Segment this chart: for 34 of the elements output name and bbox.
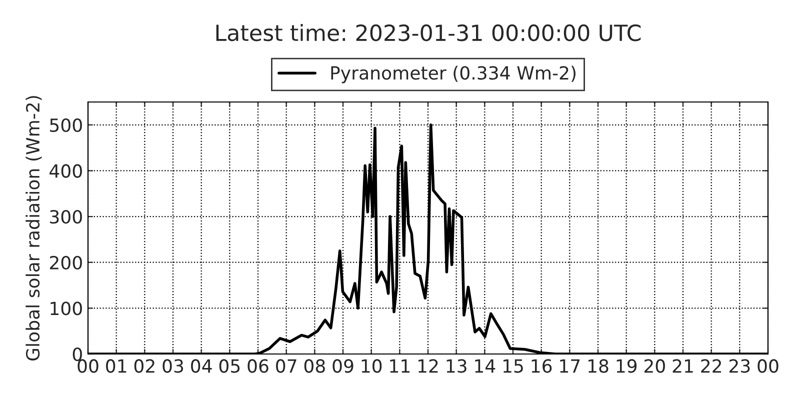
x-tick-label: 23 [730,359,750,373]
x-tick-label: 03 [162,359,184,373]
x-tick-label: 12 [418,359,438,373]
x-tick-label: 06 [248,359,268,373]
x-tick-label: 00 [78,359,98,373]
x-tick-label: 16 [532,359,552,373]
x-tick-label: 22 [701,359,722,373]
x-tick-label: 02 [134,359,154,373]
x-tick-label: 07 [276,359,296,373]
chart-title: Latest time: 2023-01-31 00:00:00 UTC [216,24,641,42]
y-tick-label: 200 [50,256,82,270]
x-tick-label: 04 [191,359,212,373]
x-tick-label: 20 [644,359,665,373]
y-tick-label: 400 [50,164,82,178]
x-tick-label: 14 [475,359,496,373]
x-tick-label: 17 [560,359,580,373]
x-tick-label: 13 [446,359,466,373]
y-tick-label: 0 [72,347,82,362]
x-tick-label: 15 [503,359,523,373]
legend-label: Pyranometer (0.334 Wm-2) [331,66,576,84]
x-tick-label: 11 [390,359,410,373]
x-tick-label: 18 [588,359,608,373]
x-tick-label: 08 [304,359,325,373]
x-tick-label: 09 [332,359,354,373]
x-tick-label: 19 [616,359,637,373]
y-axis-title: Global solar radiation (Wm-2) [26,96,42,360]
x-tick-label: 01 [106,359,126,373]
y-tick-label: 500 [50,118,82,132]
x-tick-label: 00 [758,359,778,373]
y-tick-label: 100 [50,302,82,316]
y-tick-label: 300 [50,210,82,224]
x-tick-label: 05 [219,359,240,373]
x-tick-label: 10 [362,359,382,373]
x-tick-label: 21 [672,359,693,373]
